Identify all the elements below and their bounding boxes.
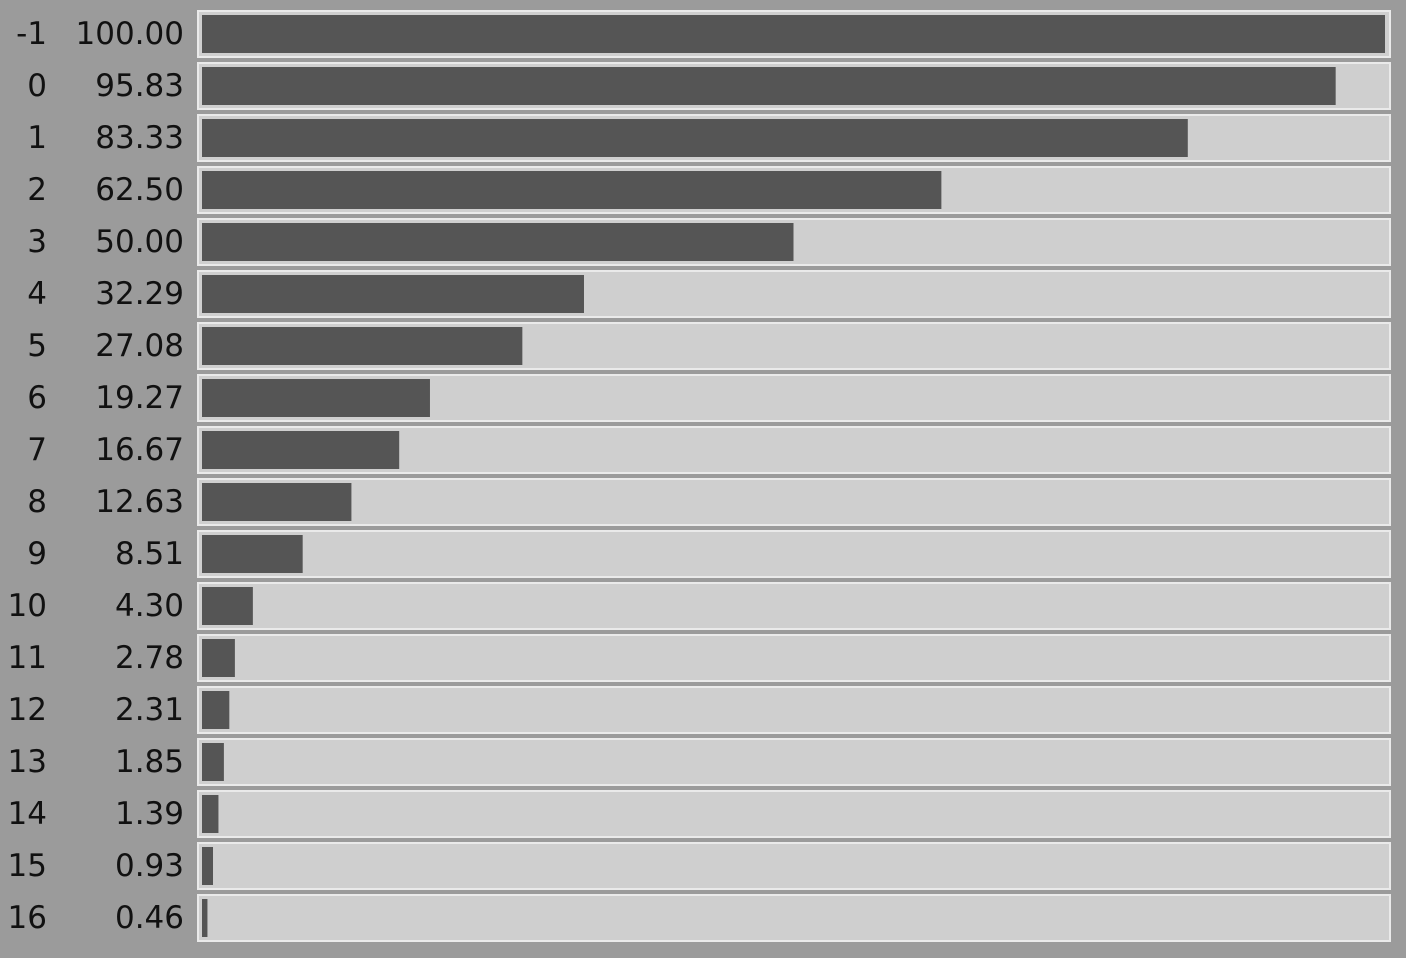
value-label: 83.33 <box>95 120 184 156</box>
bar <box>202 67 1336 105</box>
category-label: 4 <box>27 276 47 312</box>
category-label: 16 <box>8 900 47 936</box>
bar <box>202 379 430 417</box>
bar-row: 13 1.85 <box>8 738 1391 786</box>
category-label: 8 <box>27 484 47 520</box>
bar-track <box>197 894 1391 942</box>
bar <box>202 483 352 521</box>
category-label: 11 <box>8 640 47 676</box>
value-label: 50.00 <box>95 224 184 260</box>
value-label: 4.30 <box>115 588 184 624</box>
bar-track <box>197 738 1391 786</box>
category-label: 13 <box>8 744 47 780</box>
category-label: 1 <box>27 120 47 156</box>
category-label: 0 <box>27 68 47 104</box>
bar-row: 7 16.67 <box>27 426 1391 474</box>
chart-rows: -1 100.000 95.831 83.332 62.503 50.004 32.295 2… <box>8 10 1391 942</box>
bar-track <box>197 790 1391 838</box>
value-label: 95.83 <box>95 68 184 104</box>
bar-track <box>197 478 1391 526</box>
bar-row: 9 8.51 <box>27 530 1391 578</box>
bar-row: 14 1.39 <box>8 790 1391 838</box>
category-label: 9 <box>27 536 47 572</box>
bar <box>202 587 253 625</box>
category-label: -1 <box>16 16 47 52</box>
bar <box>202 847 214 885</box>
bar-row: 2 62.50 <box>27 166 1391 214</box>
bar-row: 11 2.78 <box>8 634 1391 682</box>
value-label: 0.93 <box>115 848 184 884</box>
value-label: 12.63 <box>95 484 184 520</box>
bar-track <box>197 582 1391 630</box>
value-label: 0.46 <box>115 900 184 936</box>
bar <box>202 691 230 729</box>
category-label: 7 <box>27 432 47 468</box>
bar <box>202 275 584 313</box>
category-label: 5 <box>27 328 47 364</box>
bar <box>202 223 794 261</box>
bar <box>202 327 523 365</box>
value-label: 1.39 <box>115 796 184 832</box>
category-label: 3 <box>27 224 47 260</box>
category-label: 14 <box>8 796 47 832</box>
bar-row: 0 95.83 <box>27 62 1391 110</box>
bar-track <box>197 686 1391 734</box>
bar <box>202 431 400 469</box>
bar-row: -1 100.00 <box>16 10 1391 58</box>
bar-row: 4 32.29 <box>27 270 1391 318</box>
category-label: 12 <box>8 692 47 728</box>
bar-track <box>197 634 1391 682</box>
bar <box>202 119 1188 157</box>
bar <box>202 171 942 209</box>
bar-row: 8 12.63 <box>27 478 1391 526</box>
value-label: 16.67 <box>95 432 184 468</box>
bar-row: 16 0.46 <box>8 894 1391 942</box>
value-label: 32.29 <box>95 276 184 312</box>
bar <box>202 899 208 937</box>
bar <box>202 15 1385 53</box>
category-label: 10 <box>8 588 47 624</box>
bar-row: 5 27.08 <box>27 322 1391 370</box>
category-label: 15 <box>8 848 47 884</box>
bar <box>202 535 303 573</box>
bar-row: 1 83.33 <box>27 114 1391 162</box>
bar-track <box>197 530 1391 578</box>
category-label: 2 <box>27 172 47 208</box>
value-label: 100.00 <box>76 16 184 52</box>
value-label: 2.31 <box>115 692 184 728</box>
value-label: 27.08 <box>95 328 184 364</box>
bar-row: 15 0.93 <box>8 842 1391 890</box>
bar-row: 10 4.30 <box>8 582 1391 630</box>
bar <box>202 639 235 677</box>
value-label: 2.78 <box>115 640 184 676</box>
value-label: 19.27 <box>95 380 184 416</box>
value-label: 1.85 <box>115 744 184 780</box>
bar-row: 12 2.31 <box>8 686 1391 734</box>
category-label: 6 <box>27 380 47 416</box>
bar <box>202 743 224 781</box>
value-label: 62.50 <box>95 172 184 208</box>
bar <box>202 795 219 833</box>
bar-row: 3 50.00 <box>27 218 1391 266</box>
value-label: 8.51 <box>115 536 184 572</box>
bar-track <box>197 842 1391 890</box>
bar-row: 6 19.27 <box>27 374 1391 422</box>
